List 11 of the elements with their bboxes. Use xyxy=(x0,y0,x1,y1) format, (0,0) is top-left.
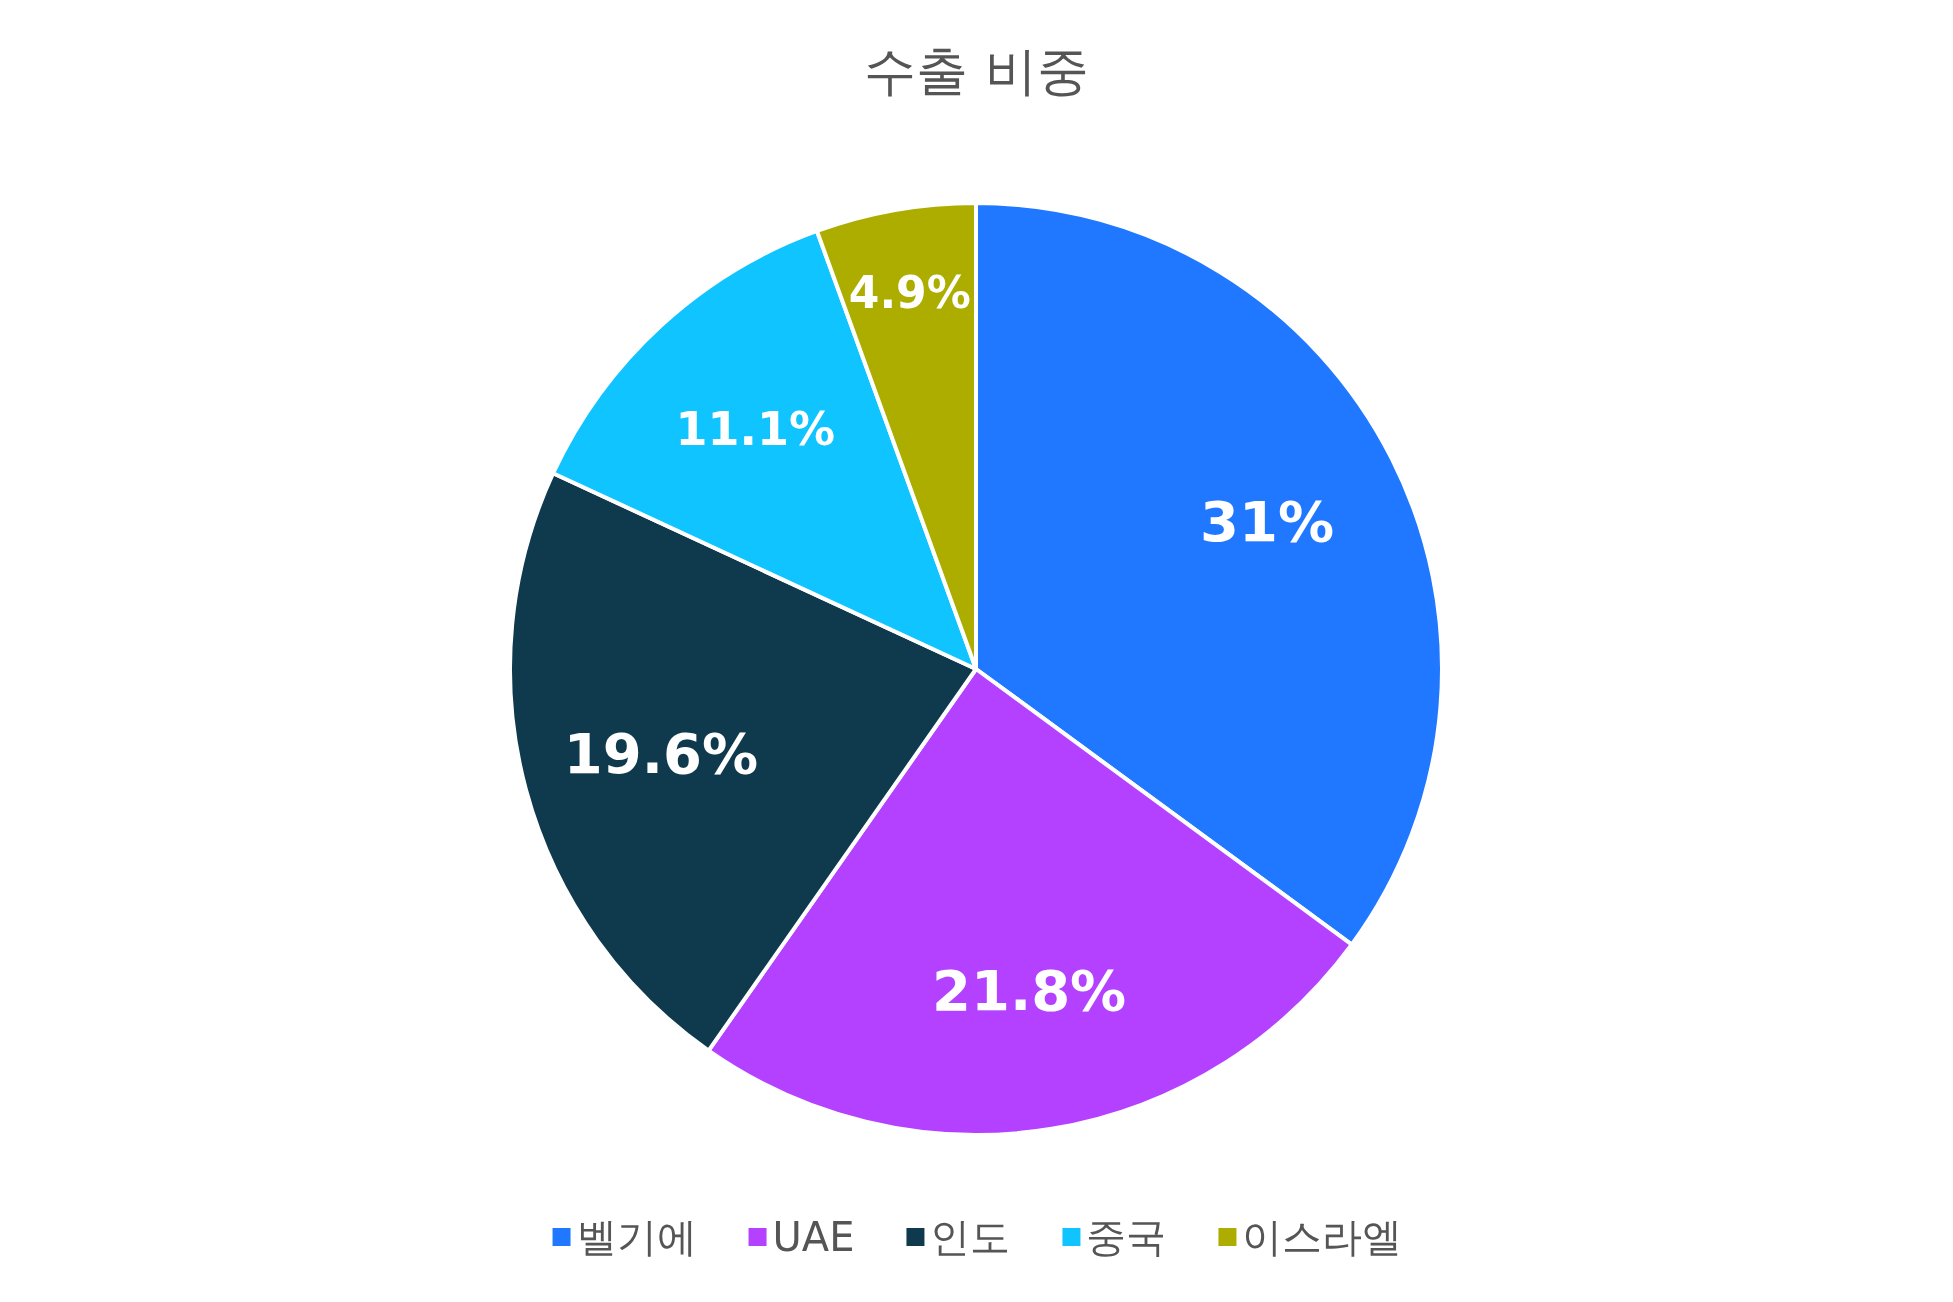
legend-label: 이스라엘 xyxy=(1242,1214,1403,1260)
legend-label: 인도 xyxy=(930,1214,1011,1260)
legend-label: 중국 xyxy=(1086,1214,1167,1260)
data-label: 4.9% xyxy=(848,267,971,319)
chart-title: 수출 비중 xyxy=(864,41,1089,101)
data-label: 31% xyxy=(1199,489,1334,555)
data-label: 21.8% xyxy=(931,958,1127,1024)
legend-label: 벨기에 xyxy=(576,1214,697,1260)
data-label: 11.1% xyxy=(675,401,836,456)
legend-label: UAE xyxy=(772,1214,855,1260)
data-label: 19.6% xyxy=(563,721,759,787)
